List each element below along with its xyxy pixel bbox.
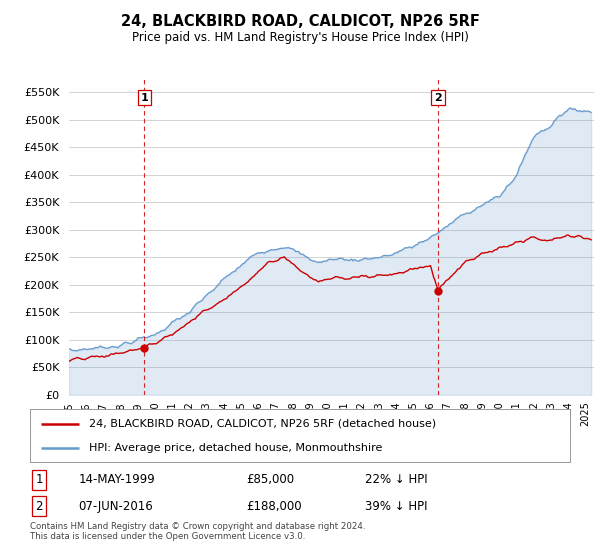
Text: Contains HM Land Registry data © Crown copyright and database right 2024.
This d: Contains HM Land Registry data © Crown c…	[30, 522, 365, 542]
Text: £188,000: £188,000	[246, 500, 302, 513]
Text: Price paid vs. HM Land Registry's House Price Index (HPI): Price paid vs. HM Land Registry's House …	[131, 31, 469, 44]
Text: 2: 2	[35, 500, 43, 513]
Text: HPI: Average price, detached house, Monmouthshire: HPI: Average price, detached house, Monm…	[89, 443, 383, 453]
Text: 2: 2	[434, 92, 442, 102]
Text: £85,000: £85,000	[246, 473, 294, 486]
Text: 14-MAY-1999: 14-MAY-1999	[79, 473, 155, 486]
Text: 22% ↓ HPI: 22% ↓ HPI	[365, 473, 427, 486]
Text: 39% ↓ HPI: 39% ↓ HPI	[365, 500, 427, 513]
Text: 24, BLACKBIRD ROAD, CALDICOT, NP26 5RF: 24, BLACKBIRD ROAD, CALDICOT, NP26 5RF	[121, 14, 479, 29]
Text: 1: 1	[35, 473, 43, 486]
Text: 1: 1	[140, 92, 148, 102]
Text: 07-JUN-2016: 07-JUN-2016	[79, 500, 154, 513]
Text: 24, BLACKBIRD ROAD, CALDICOT, NP26 5RF (detached house): 24, BLACKBIRD ROAD, CALDICOT, NP26 5RF (…	[89, 419, 437, 429]
